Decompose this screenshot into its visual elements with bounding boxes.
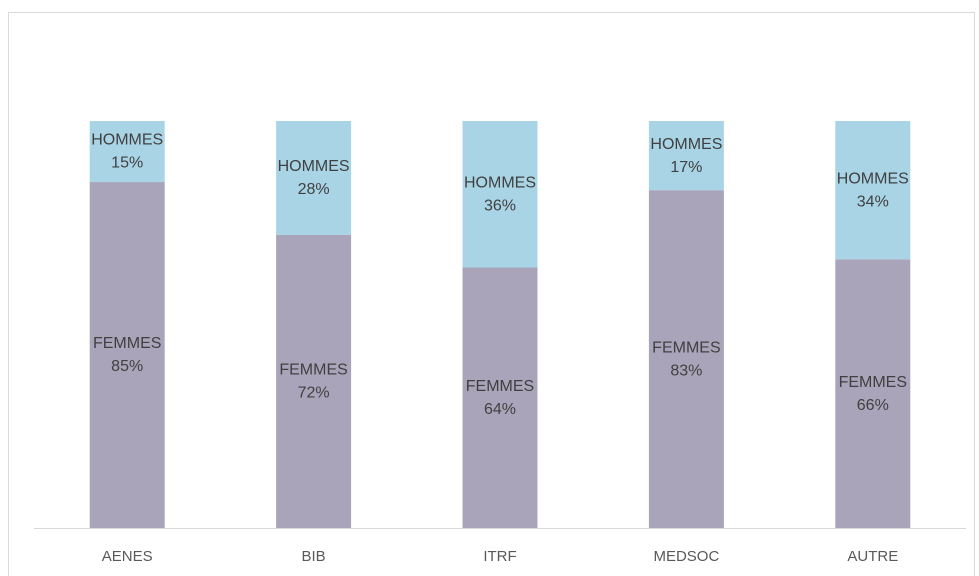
data-label-value: 66% [857,397,889,414]
data-label-value: 72% [298,385,330,402]
data-label-value: 85% [111,358,143,375]
x-tick-label: AENES [102,548,153,565]
bar-segment [462,267,538,528]
bar-segment [835,259,911,528]
data-label-name: FEMMES [466,378,534,395]
data-label-value: 83% [670,362,702,379]
bar-segment [648,121,724,191]
data-label-value: 15% [111,155,143,172]
data-label-name: HOMMES [650,136,722,153]
data-label-value: 64% [484,401,516,418]
bar-segment [835,121,911,260]
data-label-name: HOMMES [278,158,350,175]
x-tick-label: BIB [302,548,326,565]
data-label-name: FEMMES [279,362,347,379]
bar-segment [462,121,538,268]
data-label-value: 28% [298,181,330,198]
x-tick-label: ITRF [483,548,516,565]
bar-segment [89,182,165,529]
data-label-name: FEMMES [93,335,161,352]
data-label-value: 34% [857,193,889,210]
data-label-name: HOMMES [91,132,163,149]
bar-segment [276,234,352,528]
x-tick-label: AUTRE [847,548,898,565]
bar-segment [276,121,352,235]
bar-segment [648,190,724,528]
data-label-name: FEMMES [652,339,720,356]
data-label-name: HOMMES [837,170,909,187]
data-label-name: HOMMES [464,174,536,191]
x-tick-label: MEDSOC [653,548,719,565]
data-label-name: FEMMES [839,374,907,391]
data-label-value: 17% [670,159,702,176]
data-label-value: 36% [484,197,516,214]
bar-segment [89,121,165,183]
